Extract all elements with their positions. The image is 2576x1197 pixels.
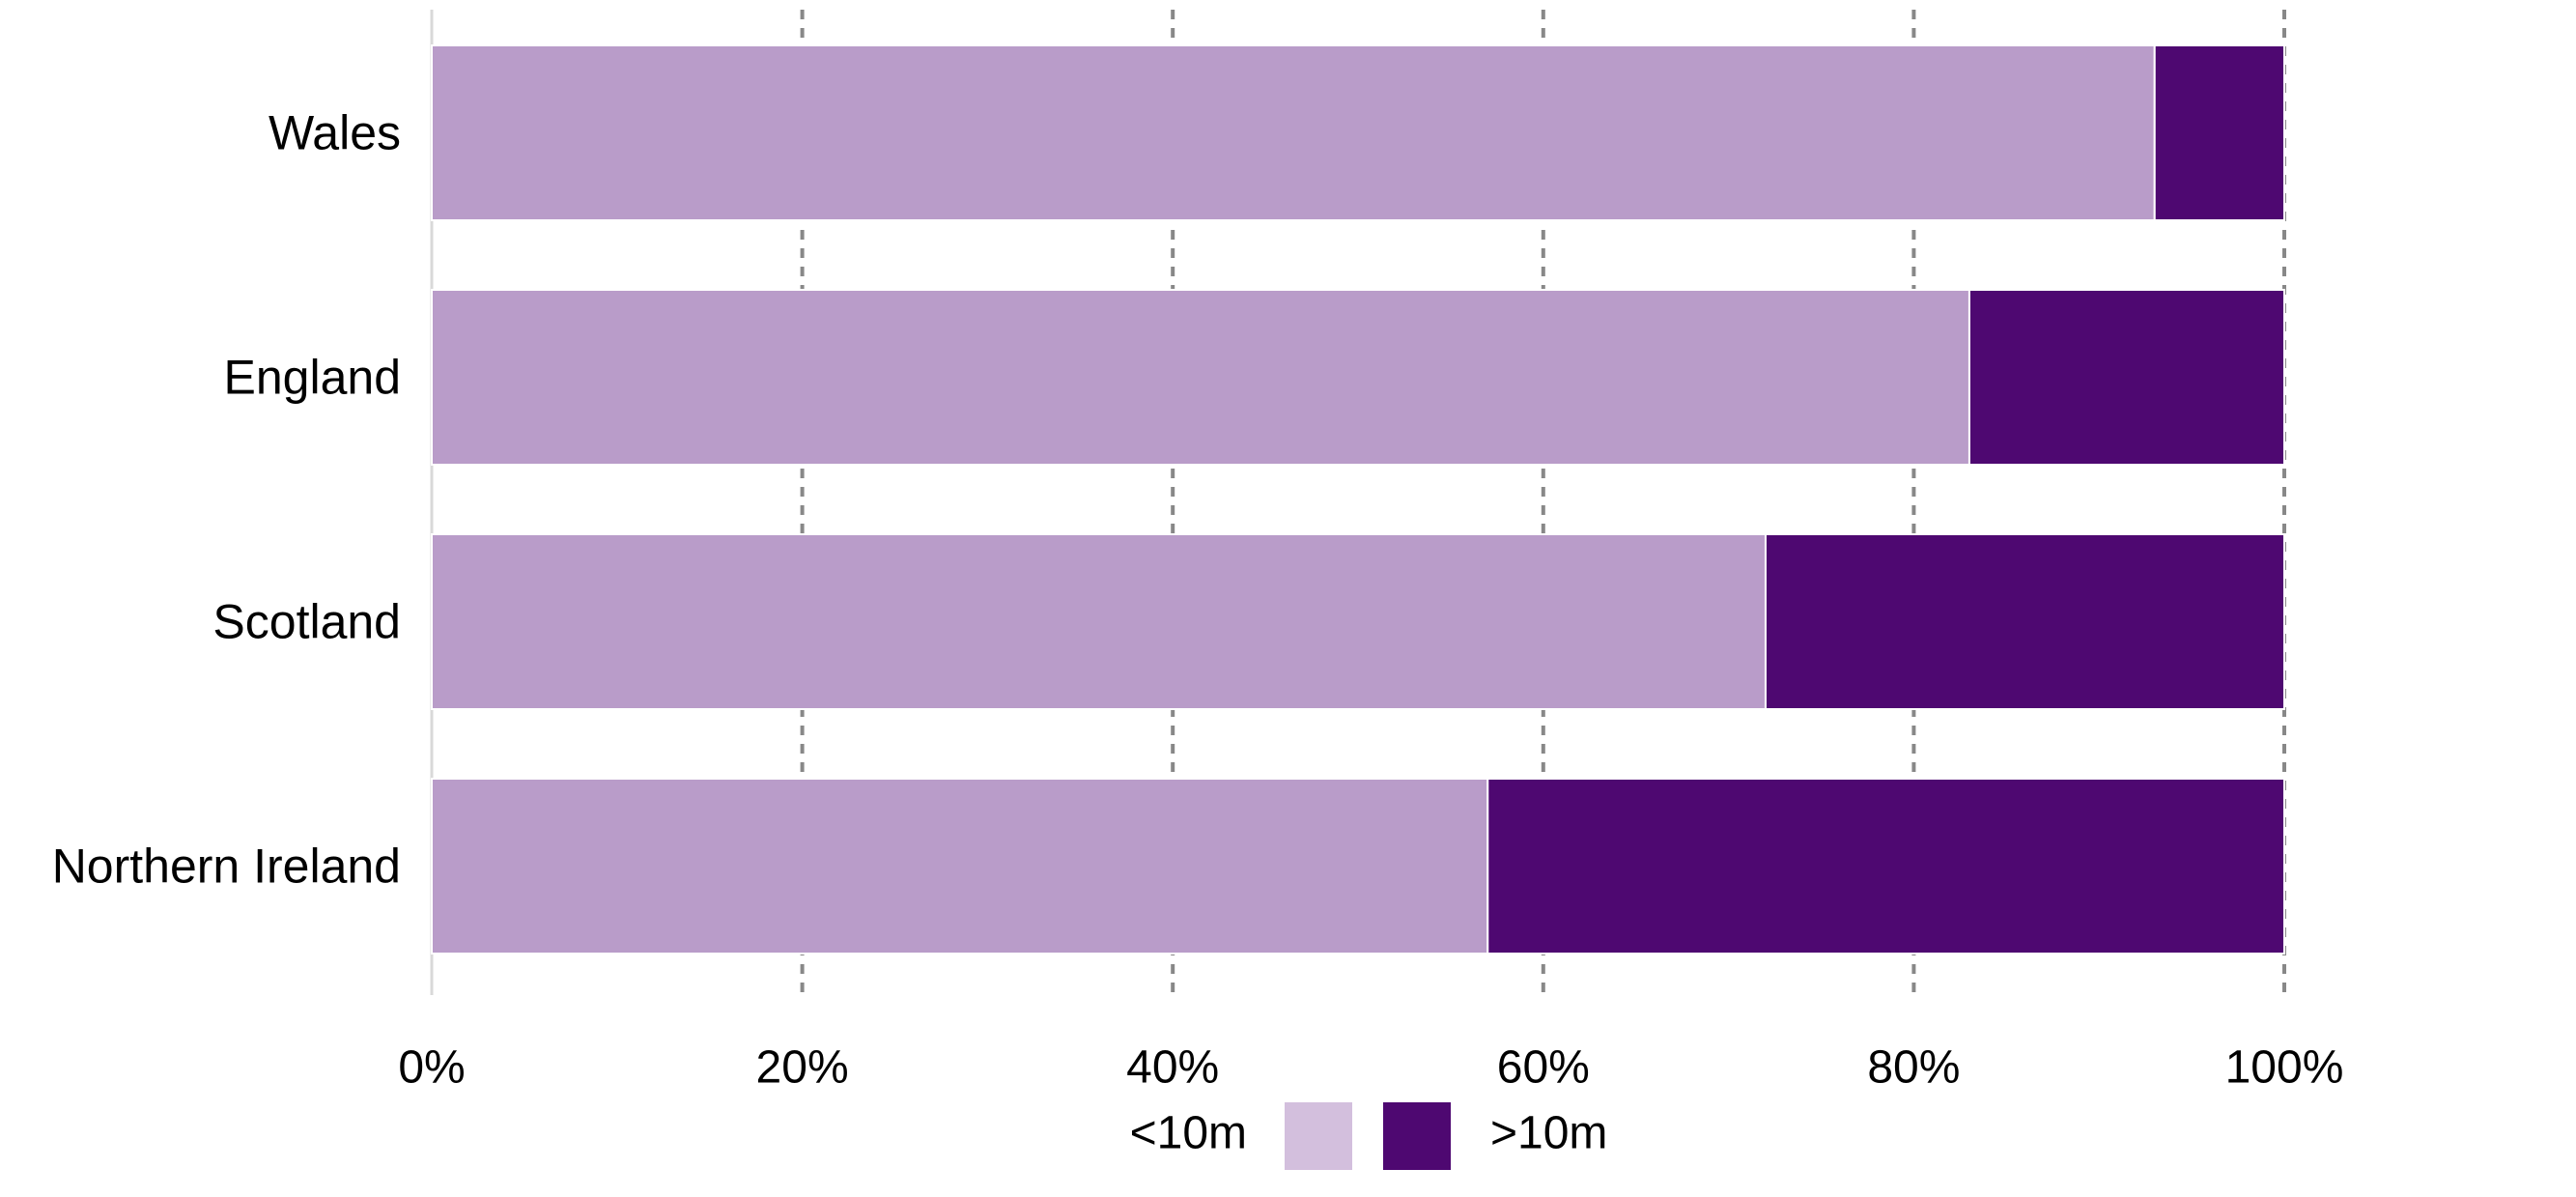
- x-tick-label: 60%: [1497, 1042, 1590, 1094]
- bar-england-under-10m: [431, 289, 1970, 466]
- bar-wales-under-10m: [431, 44, 2156, 221]
- x-tick-label: 100%: [2225, 1042, 2344, 1094]
- bar-northern-ireland-over-10m: [1486, 778, 2285, 955]
- bar-england-over-10m: [1967, 289, 2285, 466]
- category-label: Northern Ireland: [52, 840, 401, 894]
- x-tick-label: 40%: [1126, 1042, 1219, 1094]
- category-label: England: [224, 351, 402, 405]
- bar-northern-ireland-under-10m: [431, 778, 1489, 955]
- legend-swatch-under-10m: [1285, 1102, 1352, 1170]
- x-tick-label: 20%: [756, 1042, 849, 1094]
- category-labels: Wales England Scotland Northern Ireland: [52, 106, 401, 894]
- legend-label-over-10m: >10m: [1490, 1108, 1607, 1159]
- category-label: Wales: [269, 106, 401, 160]
- category-label: Scotland: [212, 595, 401, 649]
- x-tick-label: 0%: [398, 1042, 465, 1094]
- legend-label-under-10m: <10m: [1130, 1108, 1247, 1159]
- legend-swatch-over-10m: [1383, 1102, 1451, 1170]
- bar-scotland-over-10m: [1764, 533, 2285, 710]
- legend: <10m >10m: [1130, 1102, 1607, 1170]
- x-tick-label: 80%: [1867, 1042, 1960, 1094]
- bars: [431, 44, 2285, 955]
- bar-scotland-under-10m: [431, 533, 1767, 710]
- x-tick-labels: 0% 20% 40% 60% 80% 100%: [398, 1042, 2343, 1094]
- bar-wales-over-10m: [2153, 44, 2285, 221]
